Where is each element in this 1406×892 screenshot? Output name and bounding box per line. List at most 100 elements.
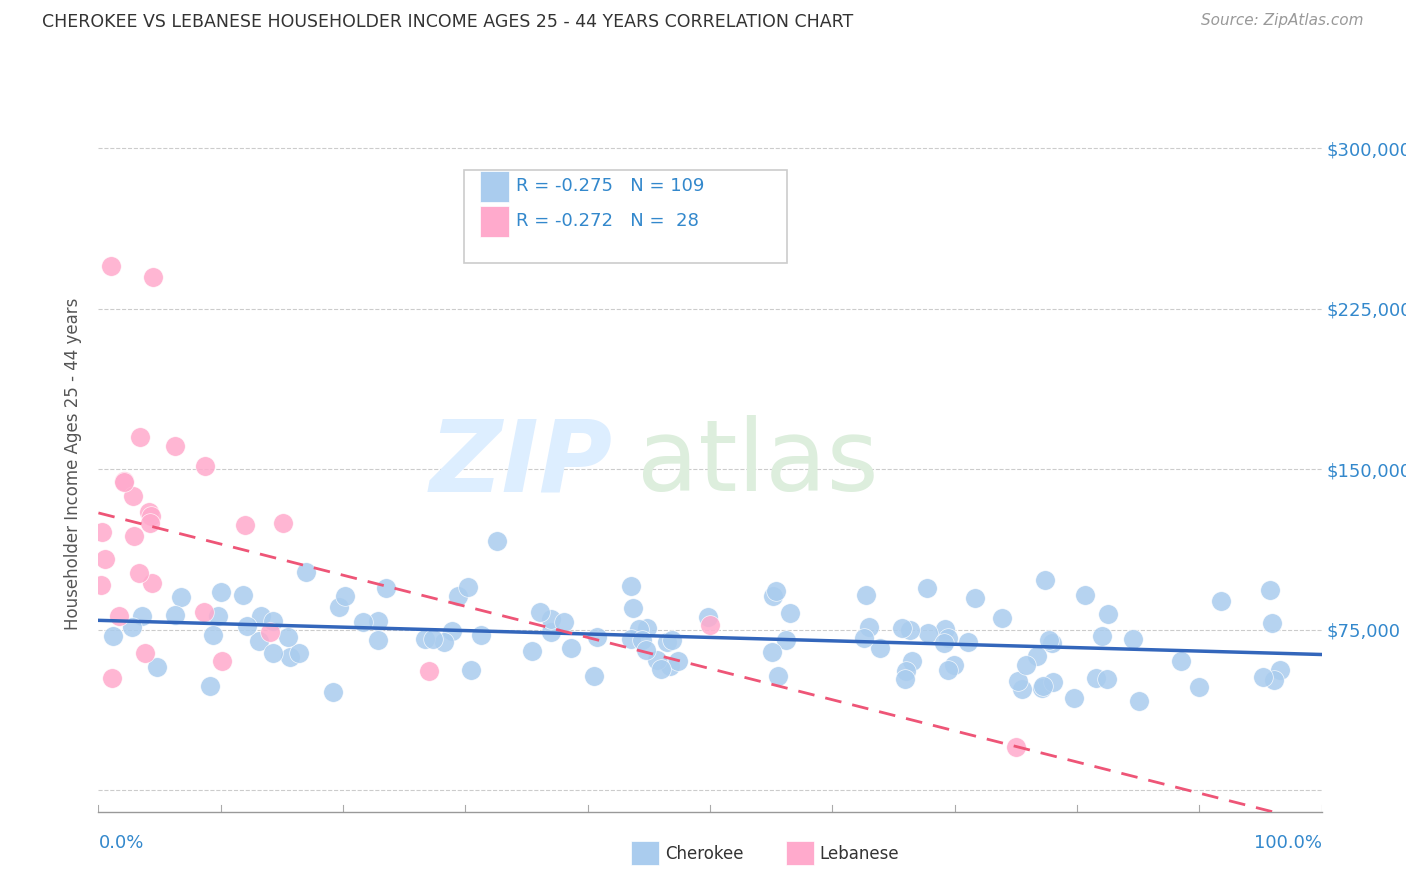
Point bbox=[447, 589, 470, 603]
Point bbox=[1258, 582, 1281, 597]
Point bbox=[1038, 632, 1060, 647]
Point bbox=[560, 640, 582, 655]
Point bbox=[103, 629, 125, 643]
Point bbox=[367, 614, 389, 628]
Point bbox=[90, 578, 112, 592]
Point bbox=[699, 618, 721, 632]
Point bbox=[280, 649, 302, 664]
Point bbox=[250, 609, 273, 624]
Point bbox=[855, 589, 877, 603]
Point bbox=[121, 489, 143, 503]
Point bbox=[112, 475, 135, 489]
Point bbox=[233, 517, 256, 532]
Point bbox=[697, 609, 720, 624]
Point bbox=[761, 645, 783, 659]
Point bbox=[194, 458, 217, 473]
Point bbox=[655, 635, 678, 649]
Point bbox=[631, 632, 654, 647]
Point bbox=[1042, 675, 1064, 690]
Point bbox=[1007, 674, 1029, 689]
Point bbox=[375, 581, 398, 595]
Point bbox=[432, 635, 454, 649]
Point bbox=[211, 654, 233, 668]
Point bbox=[553, 615, 575, 629]
Point bbox=[1031, 681, 1053, 695]
Text: R = -0.275   N = 109: R = -0.275 N = 109 bbox=[516, 177, 704, 194]
Point bbox=[138, 505, 160, 519]
Point bbox=[198, 680, 221, 694]
Point bbox=[262, 614, 284, 628]
Point bbox=[1063, 690, 1085, 705]
Point bbox=[138, 516, 160, 530]
Point bbox=[134, 647, 156, 661]
Point bbox=[620, 632, 643, 646]
Point bbox=[957, 635, 980, 649]
Point bbox=[762, 589, 785, 603]
Point bbox=[1032, 679, 1054, 693]
Point bbox=[460, 663, 482, 677]
Point bbox=[1026, 648, 1049, 663]
Point bbox=[768, 669, 790, 683]
Point bbox=[131, 609, 153, 624]
Point bbox=[775, 632, 797, 647]
Point bbox=[259, 624, 281, 639]
Point bbox=[1033, 573, 1056, 587]
Point bbox=[202, 628, 225, 642]
Point bbox=[540, 612, 562, 626]
Point bbox=[142, 269, 165, 284]
Point bbox=[112, 475, 135, 489]
Point bbox=[1128, 694, 1150, 708]
Point bbox=[852, 631, 875, 645]
Text: ZIP: ZIP bbox=[429, 416, 612, 512]
Point bbox=[322, 685, 344, 699]
Point bbox=[207, 609, 229, 624]
Point bbox=[128, 566, 150, 580]
Point bbox=[328, 599, 350, 614]
Point bbox=[869, 641, 891, 656]
Point bbox=[209, 585, 232, 599]
Point bbox=[1091, 629, 1114, 643]
Point bbox=[288, 646, 311, 660]
Point bbox=[108, 609, 131, 624]
Text: Source: ZipAtlas.com: Source: ZipAtlas.com bbox=[1201, 13, 1364, 29]
Point bbox=[991, 611, 1014, 625]
Text: atlas: atlas bbox=[637, 416, 879, 512]
Point bbox=[634, 642, 657, 657]
Point bbox=[124, 529, 146, 543]
Point bbox=[540, 624, 562, 639]
Point bbox=[583, 668, 606, 682]
Point bbox=[585, 630, 607, 644]
Text: Lebanese: Lebanese bbox=[820, 845, 900, 863]
Point bbox=[121, 619, 143, 633]
Point bbox=[1084, 671, 1107, 685]
Point bbox=[1011, 682, 1033, 697]
Point bbox=[1122, 632, 1144, 646]
Point bbox=[335, 590, 357, 604]
Point bbox=[457, 580, 479, 594]
Point bbox=[659, 659, 682, 673]
Point bbox=[235, 618, 257, 632]
Point bbox=[661, 633, 683, 648]
Point bbox=[1263, 673, 1285, 687]
Point bbox=[894, 665, 917, 679]
Point bbox=[231, 588, 253, 602]
Point bbox=[1074, 589, 1097, 603]
Point bbox=[100, 259, 122, 273]
Point bbox=[94, 552, 117, 566]
Point bbox=[486, 533, 509, 548]
Point bbox=[1004, 739, 1026, 754]
Point bbox=[440, 624, 463, 639]
Point bbox=[1188, 680, 1211, 694]
Point bbox=[170, 590, 193, 604]
Point bbox=[898, 623, 921, 637]
Point bbox=[277, 631, 299, 645]
Point bbox=[1015, 658, 1038, 673]
Text: Cherokee: Cherokee bbox=[665, 845, 744, 863]
Text: R = -0.272   N =  28: R = -0.272 N = 28 bbox=[516, 212, 699, 230]
Point bbox=[367, 633, 389, 648]
Point bbox=[621, 601, 644, 615]
Point bbox=[620, 578, 643, 592]
Point bbox=[1097, 607, 1119, 621]
Point bbox=[422, 632, 444, 647]
Point bbox=[858, 620, 880, 634]
